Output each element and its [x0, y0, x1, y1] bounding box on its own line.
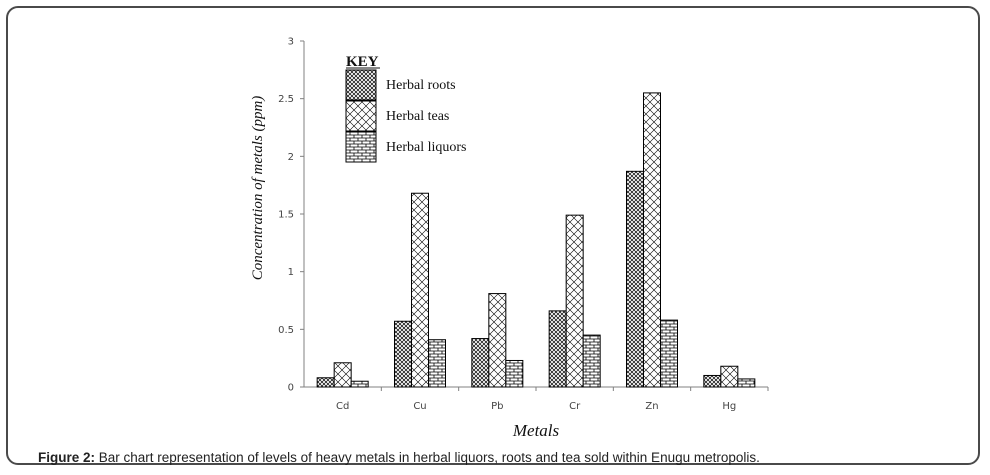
bar-herbal-roots-hg: [703, 374, 722, 388]
bar-herbal-roots-pb: [471, 338, 490, 388]
bar-herbal-roots-cu: [394, 320, 412, 388]
x-tick-label: Cu: [413, 401, 426, 412]
bar-herbal-liquors-cr: [582, 334, 601, 388]
y-tick-label: 0: [288, 383, 294, 394]
bar-herbal-teas-zn: [643, 92, 661, 388]
bar-herbal-teas-pb: [488, 293, 507, 388]
figure-caption: Figure 2: Bar chart representation of le…: [38, 450, 958, 465]
x-tick-label: Cr: [569, 401, 581, 412]
legend-label-herbal-roots: Herbal roots: [386, 78, 456, 93]
bar-chart: 0 0.5 1 1.5 2 2.5 3 Cd Cu Pb Cr Zn Hg KEY Herbal root…: [234, 30, 774, 444]
x-tick-label: Cd: [336, 401, 349, 412]
bar-herbal-roots-cr: [548, 310, 567, 388]
legend-label-herbal-liquors: Herbal liquors: [386, 140, 466, 155]
legend-title: KEY: [346, 54, 379, 70]
bar-herbal-roots-cd: [316, 377, 335, 388]
y-tick-label: 2: [288, 152, 294, 163]
bar-herbal-teas-hg: [720, 365, 739, 388]
y-tick-label: 3: [288, 37, 294, 48]
bar-herbal-teas-cu: [411, 192, 429, 388]
bar-herbal-liquors-hg: [737, 378, 756, 388]
y-tick-label: 1: [288, 267, 294, 278]
chart-svg: 0 0.5 1 1.5 2 2.5 3 Cd Cu Pb Cr Zn Hg KEY Herbal root…: [250, 37, 769, 440]
bar-herbal-liquors-zn: [660, 319, 678, 388]
x-tick-label: Hg: [722, 401, 736, 412]
legend-swatch-herbal-teas: [345, 100, 377, 132]
bar-herbal-liquors-pb: [505, 359, 524, 388]
y-tick-label: 1.5: [278, 210, 294, 221]
legend-swatch-herbal-liquors: [345, 131, 377, 163]
bar-herbal-teas-cd: [333, 362, 352, 388]
bars-layer: [316, 92, 756, 388]
caption-label: Figure 2:: [38, 450, 96, 465]
x-tick-label: Pb: [491, 401, 503, 412]
y-axis-label: Concentration of metals (ppm): [250, 96, 266, 281]
figure-frame: 0 0.5 1 1.5 2 2.5 3 Cd Cu Pb Cr Zn Hg KEY Herbal root…: [6, 6, 980, 465]
bar-herbal-roots-zn: [626, 170, 644, 388]
bar-herbal-liquors-cu: [428, 339, 446, 388]
legend-label-herbal-teas: Herbal teas: [386, 109, 449, 124]
x-tick-label: Zn: [645, 401, 658, 412]
legend-swatch-herbal-roots: [345, 69, 377, 101]
legend: KEY Herbal roots Herbal teas Herbal liquors: [345, 54, 466, 163]
y-tick-label: 0.5: [278, 325, 294, 336]
caption-text: Bar chart representation of levels of he…: [95, 450, 760, 465]
y-tick-label: 2.5: [278, 94, 294, 105]
bar-herbal-teas-cr: [565, 214, 584, 388]
bar-herbal-liquors-cd: [350, 380, 369, 388]
x-axis-label: Metals: [512, 421, 560, 440]
axes-layer: 0 0.5 1 1.5 2 2.5 3 Cd Cu Pb Cr Zn Hg: [278, 37, 769, 412]
